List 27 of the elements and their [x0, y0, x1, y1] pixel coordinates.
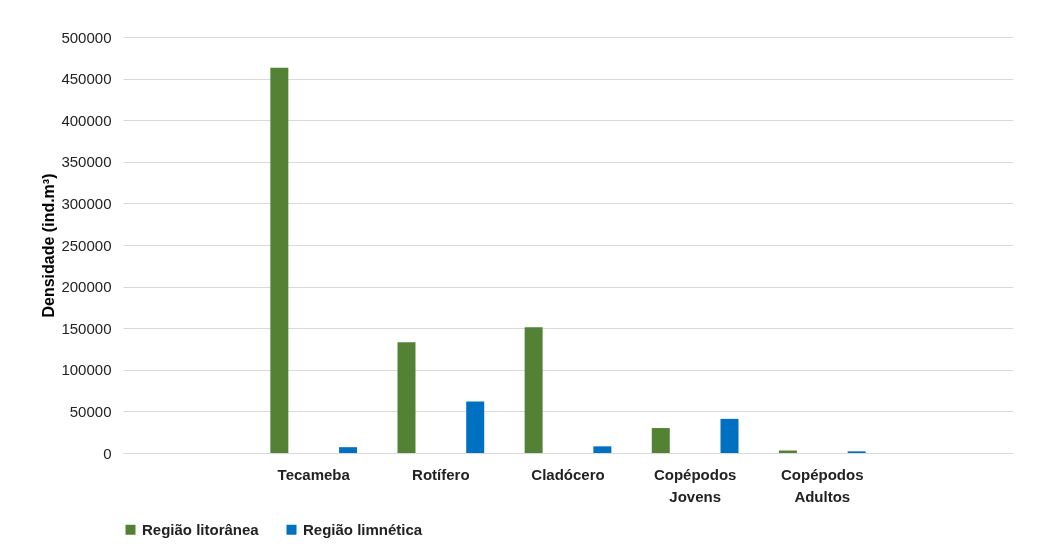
y-tick-label: 300000 [61, 194, 112, 212]
y-tick-label: 450000 [61, 70, 112, 88]
bar [339, 447, 358, 453]
y-tick-label: 350000 [61, 153, 112, 171]
bar [466, 401, 485, 453]
x-tick-label: Tecameba [277, 465, 351, 483]
y-tick-label: 100000 [61, 361, 112, 379]
bar [651, 428, 670, 453]
y-tick-label: 500000 [61, 28, 112, 46]
legend-label: Região litorânea [142, 520, 260, 538]
legend-label: Região limnética [303, 520, 423, 538]
bar [524, 327, 543, 453]
bar [270, 67, 289, 453]
y-tick-label: 250000 [61, 236, 112, 254]
x-tick-label: Cladócero [531, 465, 605, 483]
bar [593, 446, 612, 453]
y-tick-label: 0 [103, 444, 112, 462]
bar [720, 418, 739, 453]
y-axis-title: Densidade (ind.m³) [40, 173, 58, 318]
x-tick-label: Copépodos Adultos [781, 465, 864, 505]
x-tick-label: Rotífero [412, 465, 470, 483]
x-tick-label: Copépodos Jovens [653, 465, 737, 505]
y-tick-label: 400000 [61, 111, 112, 129]
y-tick-label: 50000 [69, 402, 112, 420]
bar [397, 342, 416, 453]
y-tick-label: 200000 [61, 278, 112, 296]
y-tick-label: 150000 [61, 319, 112, 337]
